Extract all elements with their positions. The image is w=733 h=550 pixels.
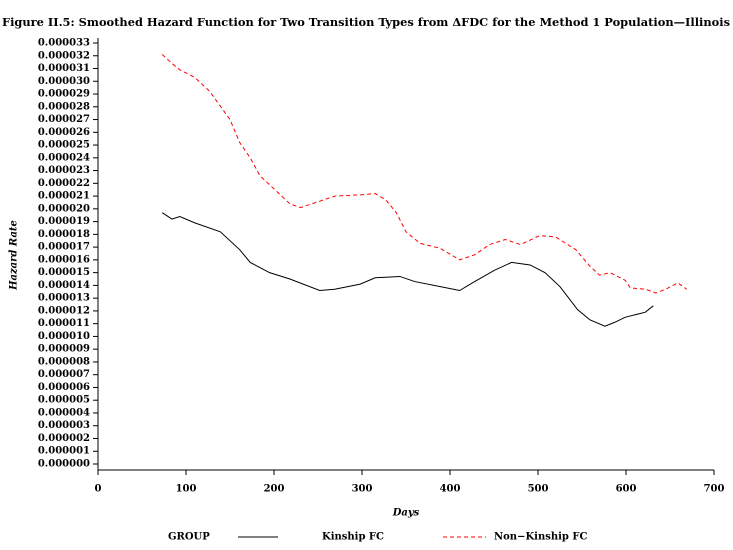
y-tick-label: 0.000026 <box>38 127 90 138</box>
y-tick-label: 0.000031 <box>38 63 90 74</box>
y-tick-label: 0.000032 <box>38 50 90 61</box>
y-tick-label: 0.000017 <box>38 242 90 253</box>
y-tick-label: 0.000008 <box>38 356 90 367</box>
x-tick-label: 700 <box>704 484 725 495</box>
y-tick-label: 0.000003 <box>38 420 90 431</box>
y-tick-label: 0.000018 <box>38 229 90 240</box>
y-tick-label: 0.000002 <box>38 433 90 444</box>
series-line <box>161 54 688 294</box>
y-tick-label: 0.000029 <box>38 89 90 100</box>
legend-label: Non−Kinship FC <box>494 532 587 543</box>
y-tick-label: 0.000009 <box>38 344 90 355</box>
y-axis-label: Hazard Rate <box>9 220 20 291</box>
y-tick-label: 0.000019 <box>38 216 90 227</box>
y-tick-label: 0.000012 <box>38 305 90 316</box>
legend-title: GROUP <box>168 532 210 543</box>
series-line <box>161 212 654 327</box>
x-tick-label: 400 <box>440 484 461 495</box>
y-tick-label: 0.000013 <box>38 293 90 304</box>
x-tick-label: 500 <box>528 484 549 495</box>
y-tick-label: 0.000016 <box>38 254 90 265</box>
legend-label: Kinship FC <box>322 532 384 543</box>
y-tick-label: 0.000020 <box>38 203 90 214</box>
y-tick-label: 0.000014 <box>38 280 90 291</box>
x-tick-label: 0 <box>95 484 102 495</box>
y-tick-label: 0.000021 <box>38 191 90 202</box>
y-tick-label: 0.000011 <box>38 318 90 329</box>
x-axis-label: Days <box>392 508 420 519</box>
chart-title: Figure II.5: Smoothed Hazard Function fo… <box>2 16 730 29</box>
x-tick-label: 100 <box>176 484 197 495</box>
y-tick-label: 0.000006 <box>38 382 90 393</box>
y-tick-label: 0.000000 <box>38 459 90 470</box>
y-tick-label: 0.000001 <box>38 446 90 457</box>
y-tick-label: 0.000005 <box>38 395 90 406</box>
y-tick-label: 0.000028 <box>38 101 90 112</box>
y-tick-label: 0.000027 <box>38 114 90 125</box>
x-tick-label: 600 <box>616 484 637 495</box>
x-tick-label: 300 <box>352 484 373 495</box>
y-tick-label: 0.000033 <box>38 38 90 49</box>
y-tick-label: 0.000022 <box>38 178 90 189</box>
y-tick-label: 0.000023 <box>38 165 90 176</box>
y-tick-label: 0.000024 <box>38 152 90 163</box>
x-tick-label: 200 <box>264 484 285 495</box>
y-tick-label: 0.000025 <box>38 140 90 151</box>
y-tick-label: 0.000010 <box>38 331 90 342</box>
y-tick-label: 0.000015 <box>38 267 90 278</box>
y-tick-label: 0.000030 <box>38 76 90 87</box>
y-tick-label: 0.000007 <box>38 369 90 380</box>
y-tick-label: 0.000004 <box>38 407 90 418</box>
